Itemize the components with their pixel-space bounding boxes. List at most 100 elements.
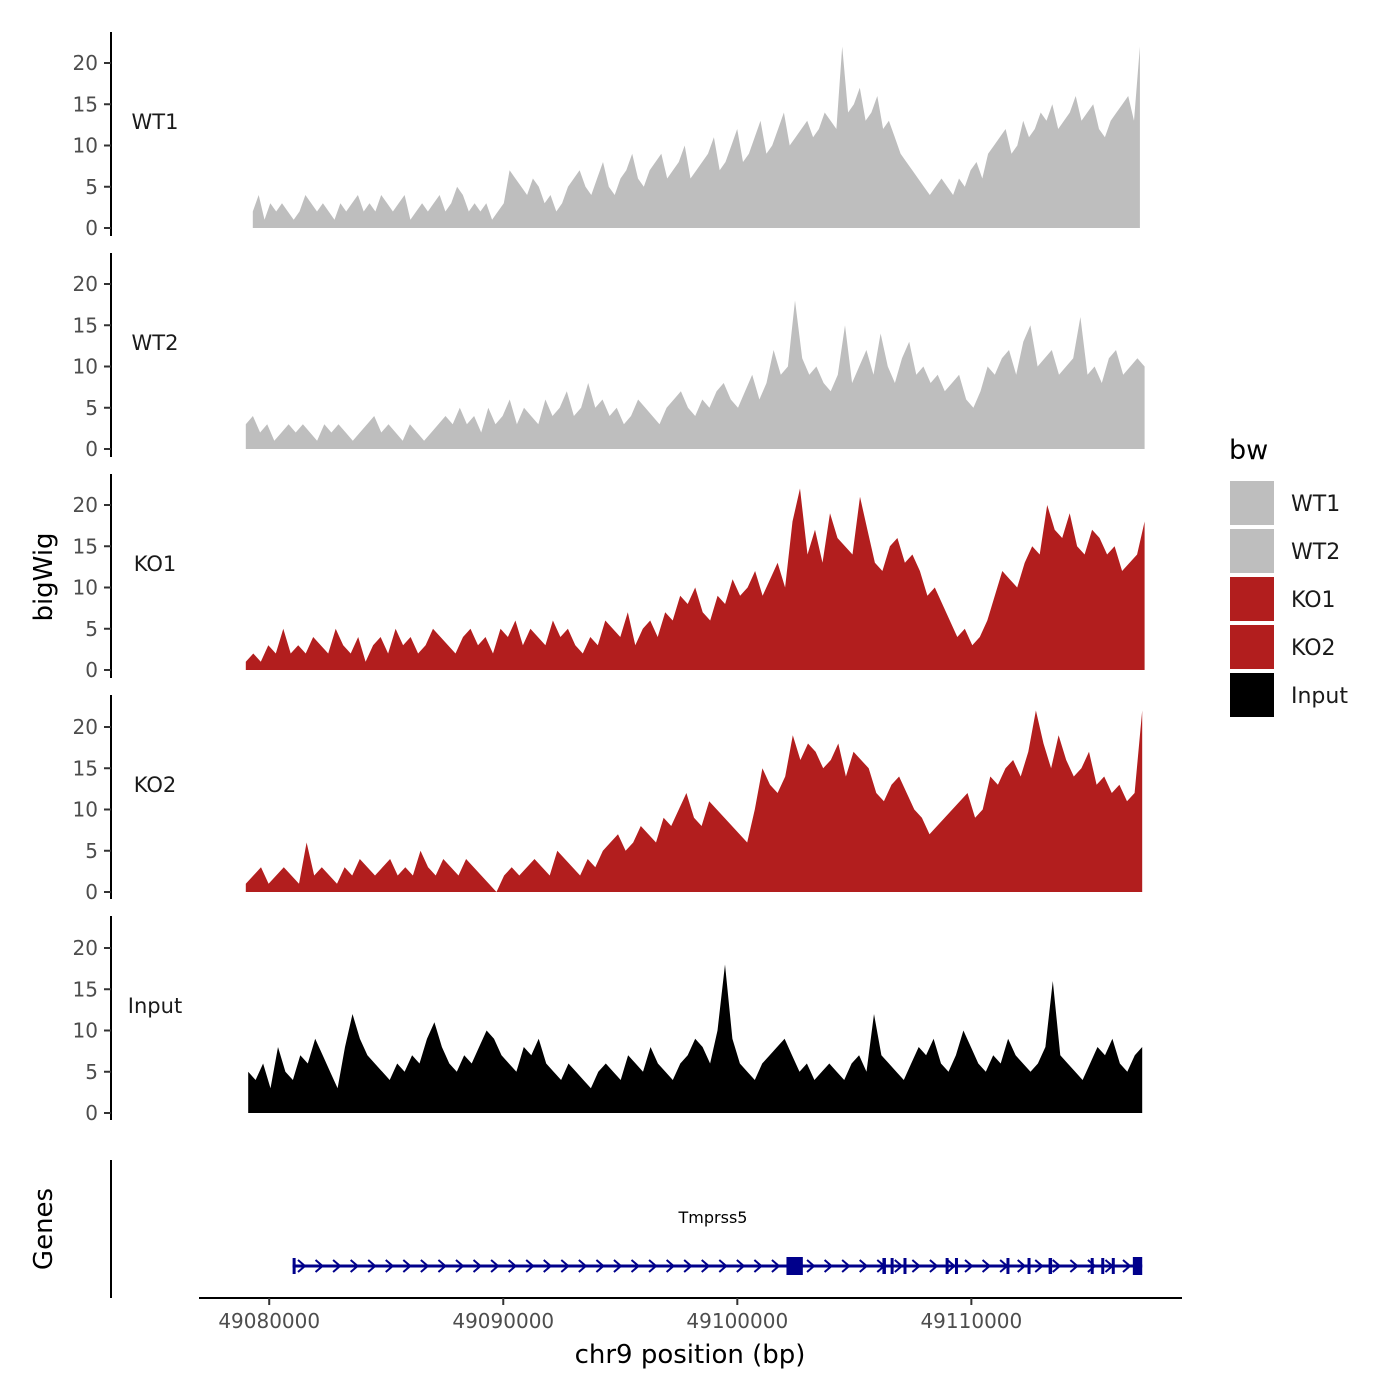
coverage-area-wt1 [252, 46, 1140, 228]
y-tick-label: 5 [85, 617, 98, 641]
strand-arrow [1052, 1259, 1062, 1273]
gene-exon [1090, 1258, 1094, 1274]
strand-arrow [841, 1259, 851, 1273]
track-label-wt2: WT2 [132, 331, 179, 355]
strand-arrow [771, 1259, 781, 1273]
gene-model [292, 1257, 1143, 1275]
legend-label-ko2: KO2 [1291, 636, 1336, 661]
y-tick-label: 5 [85, 396, 98, 420]
gene-exon [1027, 1258, 1031, 1274]
gene-exon [1111, 1258, 1115, 1274]
legend-label-wt1: WT1 [1291, 492, 1340, 517]
track-label-ko1: KO1 [134, 552, 177, 576]
gene-exon [786, 1257, 803, 1275]
legend: bw WT1 WT2 KO1 KO2 Input [1228, 435, 1348, 719]
legend-swatch-wt2 [1228, 527, 1276, 575]
legend-title: bw [1229, 435, 1268, 466]
x-axis-title: chr9 position (bp) [575, 1340, 806, 1370]
strand-arrow [665, 1259, 676, 1273]
strand-arrow [349, 1259, 360, 1273]
y-tick-label: 15 [73, 756, 98, 780]
coverage-area-ko1 [245, 488, 1145, 670]
legend-swatch-input [1228, 671, 1276, 719]
coverage-area-wt2 [245, 300, 1145, 449]
strand-arrow [490, 1259, 500, 1273]
strand-arrow [806, 1259, 816, 1273]
strand-arrow [472, 1259, 483, 1273]
track-wt1: 0 5 10 15 20 WT1 [73, 32, 1140, 240]
strand-arrow [736, 1259, 746, 1273]
y-tick-label: 20 [73, 272, 98, 296]
strand-arrow [543, 1259, 553, 1273]
genes-panel: Genes Tmprss5 [29, 1160, 1143, 1298]
x-tick-label: 49080000 [218, 1309, 320, 1333]
strand-arrow [630, 1259, 641, 1273]
strand-arrow [753, 1259, 763, 1273]
strand-arrow [929, 1259, 939, 1273]
strand-arrow [823, 1259, 834, 1273]
y-tick-label: 20 [73, 51, 98, 75]
legend-swatch-ko2 [1228, 623, 1276, 671]
strand-arrow [648, 1259, 658, 1273]
x-tick-label: 49100000 [686, 1309, 788, 1333]
strand-arrow [507, 1259, 518, 1273]
y-tick-label: 0 [85, 437, 98, 461]
strand-arrow [560, 1259, 570, 1273]
track-panels: 0 5 10 15 20 WT1 0 5 10 15 20 WT2 0 5 10 15 20 KO1 0 5 10 15 2… [73, 32, 1145, 1125]
gene-exon [903, 1258, 907, 1274]
y-tick-label: 10 [73, 134, 98, 158]
strand-arrow [981, 1259, 992, 1273]
strand-arrow [297, 1259, 307, 1273]
coverage-area-input [248, 964, 1143, 1113]
strand-arrow [385, 1259, 395, 1273]
strand-arrow [613, 1259, 623, 1273]
x-axis: 49080000 49090000 49100000 49110000 [199, 1297, 1182, 1333]
gene-exon [1132, 1257, 1143, 1275]
y-tick-label: 20 [73, 493, 98, 517]
y-tick-label: 5 [85, 1060, 98, 1084]
gene-exon [890, 1258, 894, 1274]
y-tick-label: 15 [73, 534, 98, 558]
strand-arrow [683, 1259, 693, 1273]
y-tick-label: 10 [73, 355, 98, 379]
track-input: 0 5 10 15 20 Input [73, 916, 1143, 1125]
strand-arrow [437, 1259, 447, 1273]
strand-arrow [525, 1259, 535, 1273]
x-tick-label: 49090000 [452, 1309, 554, 1333]
legend-label-wt2: WT2 [1291, 540, 1340, 565]
x-tick-label: 49110000 [920, 1309, 1022, 1333]
genes-panel-title: Genes [29, 1188, 59, 1270]
gene-exon [954, 1258, 958, 1274]
track-ko2: 0 5 10 15 20 KO2 [73, 695, 1143, 904]
y-tick-label: 15 [73, 92, 98, 116]
track-ko1: 0 5 10 15 20 KO1 [73, 474, 1145, 682]
track-wt2: 0 5 10 15 20 WT2 [73, 253, 1145, 461]
y-tick-label: 0 [85, 216, 98, 240]
strand-arrow [1017, 1259, 1027, 1273]
y-tick-label: 20 [73, 936, 98, 960]
strand-arrow [894, 1259, 904, 1273]
y-tick-label: 0 [85, 658, 98, 682]
y-tick-label: 10 [73, 798, 98, 822]
gene-name-label: Tmprss5 [678, 1208, 748, 1227]
y-tick-label: 0 [85, 880, 98, 904]
strand-arrow [402, 1259, 412, 1273]
y-tick-label: 10 [73, 576, 98, 600]
strand-arrow [595, 1259, 605, 1273]
y-tick-label: 10 [73, 1019, 98, 1043]
strand-arrow [1034, 1259, 1044, 1273]
strand-arrow [314, 1259, 325, 1273]
y-tick-label: 15 [73, 313, 98, 337]
gene-exon [292, 1258, 296, 1274]
strand-arrow [701, 1259, 711, 1273]
y-tick-label: 20 [73, 715, 98, 739]
strand-arrow [455, 1259, 465, 1273]
strand-arrow [964, 1259, 974, 1273]
gene-exon [1006, 1258, 1010, 1274]
strand-arrow [718, 1259, 728, 1273]
strand-arrow [367, 1259, 377, 1273]
legend-label-ko1: KO1 [1291, 588, 1336, 613]
strand-arrow [1069, 1259, 1079, 1273]
track-label-wt1: WT1 [132, 110, 179, 134]
